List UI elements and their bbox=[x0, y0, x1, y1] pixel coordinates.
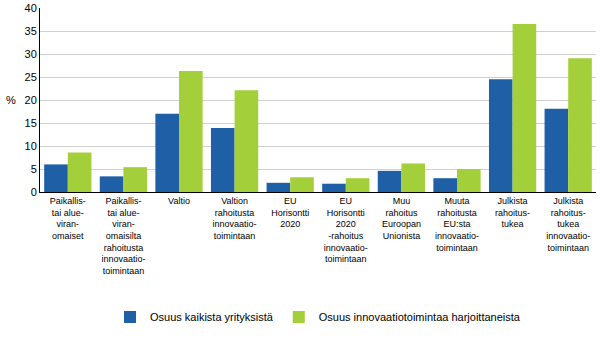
svg-text:5: 5 bbox=[31, 163, 37, 175]
svg-text:MuurahoitusEuroopanUnionista: MuurahoitusEuroopanUnionista bbox=[382, 196, 421, 241]
svg-text:35: 35 bbox=[25, 25, 37, 37]
svg-text:30: 30 bbox=[25, 48, 37, 60]
svg-text:Julkistarahoitus-tukea: Julkistarahoitus-tukea bbox=[495, 196, 530, 229]
svg-text:15: 15 bbox=[25, 117, 37, 129]
svg-text:Osuus kaikista yrityksistä: Osuus kaikista yrityksistä bbox=[150, 311, 274, 323]
svg-text:40: 40 bbox=[25, 2, 37, 14]
svg-text:20: 20 bbox=[25, 94, 37, 106]
svg-text:Valtio: Valtio bbox=[168, 196, 190, 206]
svg-text:Valtionrahoitustainnovaatio-to: Valtionrahoitustainnovaatio-toimintaan bbox=[213, 196, 257, 241]
svg-text:MuutarahoitustaEU:stainnovaati: MuutarahoitustaEU:stainnovaatio-toiminta… bbox=[435, 196, 479, 253]
svg-text:25: 25 bbox=[25, 71, 37, 83]
svg-text:%: % bbox=[6, 94, 16, 106]
svg-text:Julkistarahoitus-tukeainnovaat: Julkistarahoitus-tukeainnovaatio-toimint… bbox=[546, 196, 590, 253]
svg-text:Osuus innovaatiotoimintaa harj: Osuus innovaatiotoimintaa harjoittaneist… bbox=[319, 311, 521, 323]
svg-text:Paikallis-tai alue-viran-omais: Paikallis-tai alue-viran-omaisiltarahoit… bbox=[101, 196, 145, 276]
svg-text:Paikallis-tai alue-viran-omais: Paikallis-tai alue-viran-omaiset bbox=[50, 196, 86, 241]
svg-text:10: 10 bbox=[25, 140, 37, 152]
svg-text:0: 0 bbox=[31, 186, 37, 198]
svg-text:EUHorisontti2020-rahoitusinnov: EUHorisontti2020-rahoitusinnovaatio-toim… bbox=[324, 196, 368, 264]
svg-text:EUHorisontti2020: EUHorisontti2020 bbox=[271, 196, 309, 229]
